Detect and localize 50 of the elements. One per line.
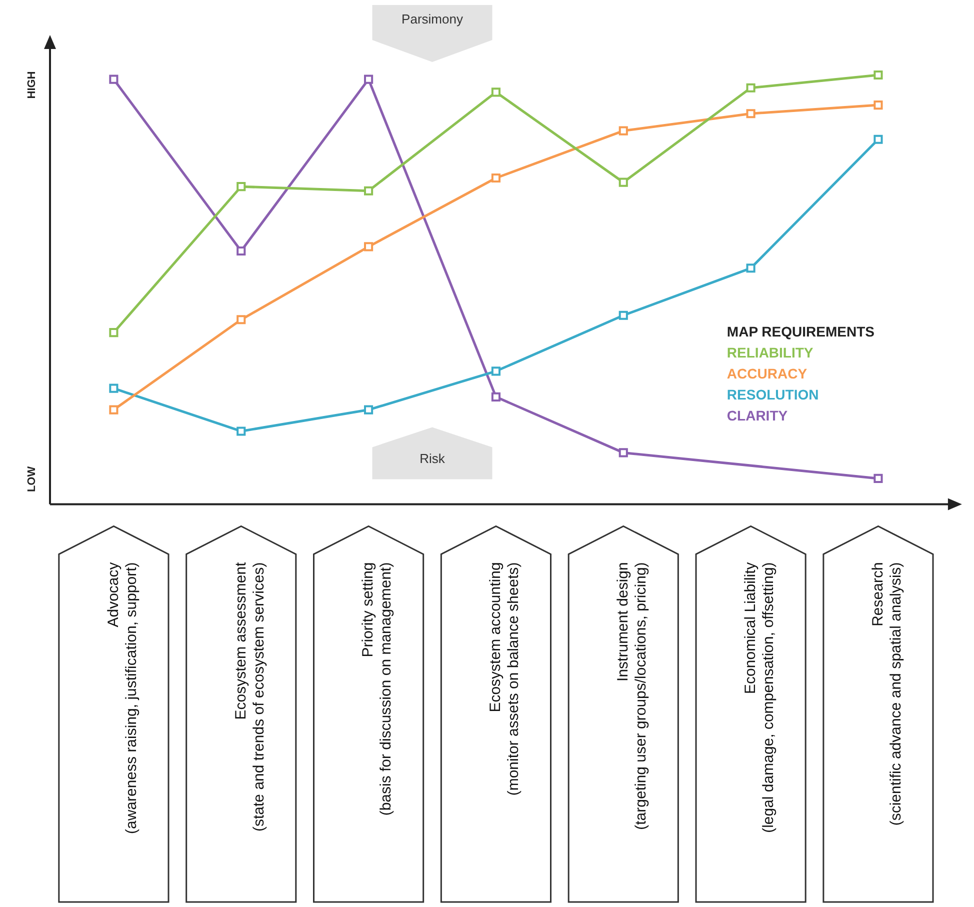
text: RESOLUTION bbox=[726, 386, 819, 402]
text: RELIABILITY bbox=[726, 344, 814, 360]
category-label: Economical Liability bbox=[742, 562, 759, 694]
annotation: Risk bbox=[420, 450, 446, 466]
point bbox=[618, 126, 628, 136]
category-label: (awareness raising, justification, support) bbox=[122, 562, 140, 834]
category-label: Ecosystem accounting bbox=[487, 562, 504, 712]
point bbox=[491, 366, 500, 376]
category-label: (scientific advance and spatial analysis) bbox=[887, 562, 904, 826]
text: HIGH bbox=[26, 71, 38, 99]
point bbox=[874, 70, 883, 80]
category-label: (basis for discussion on management) bbox=[378, 562, 395, 816]
point bbox=[364, 74, 374, 84]
point bbox=[364, 405, 374, 414]
legend-title: MAP REQUIREMENTS bbox=[726, 323, 874, 340]
text: LOW bbox=[26, 466, 38, 492]
point bbox=[746, 264, 756, 273]
point bbox=[618, 448, 628, 458]
category-label: (legal damage, compensation, offsetting) bbox=[760, 562, 777, 833]
category-label: Instrument design bbox=[614, 562, 632, 682]
point bbox=[491, 392, 500, 402]
text: Parsimony bbox=[402, 12, 464, 27]
category-label: Priority setting bbox=[360, 562, 377, 658]
category-label: (targeting user groups/locations, pricing) bbox=[632, 562, 650, 830]
category-label: (state and trends of ecosystem services) bbox=[250, 562, 268, 832]
point bbox=[109, 74, 118, 84]
point bbox=[236, 182, 246, 192]
point bbox=[236, 426, 246, 436]
point bbox=[364, 186, 374, 196]
point bbox=[236, 246, 246, 256]
point bbox=[491, 88, 500, 97]
point bbox=[874, 100, 883, 110]
point bbox=[491, 173, 500, 183]
category-label: (monitor assets on balance sheets) bbox=[505, 562, 522, 796]
point bbox=[236, 315, 246, 324]
point bbox=[618, 178, 628, 187]
category-label: Advocacy bbox=[104, 562, 122, 628]
text: ACCURACY bbox=[726, 365, 808, 382]
point bbox=[109, 405, 118, 414]
point bbox=[364, 242, 374, 252]
point bbox=[618, 310, 628, 320]
point bbox=[746, 109, 756, 118]
point bbox=[746, 83, 756, 92]
text: CLARITY bbox=[726, 407, 788, 424]
point bbox=[109, 328, 118, 338]
category-label: Ecosystem assessment bbox=[232, 562, 250, 720]
point bbox=[109, 384, 118, 393]
point bbox=[874, 134, 883, 144]
category-label: Research bbox=[869, 562, 886, 626]
point bbox=[874, 474, 883, 483]
